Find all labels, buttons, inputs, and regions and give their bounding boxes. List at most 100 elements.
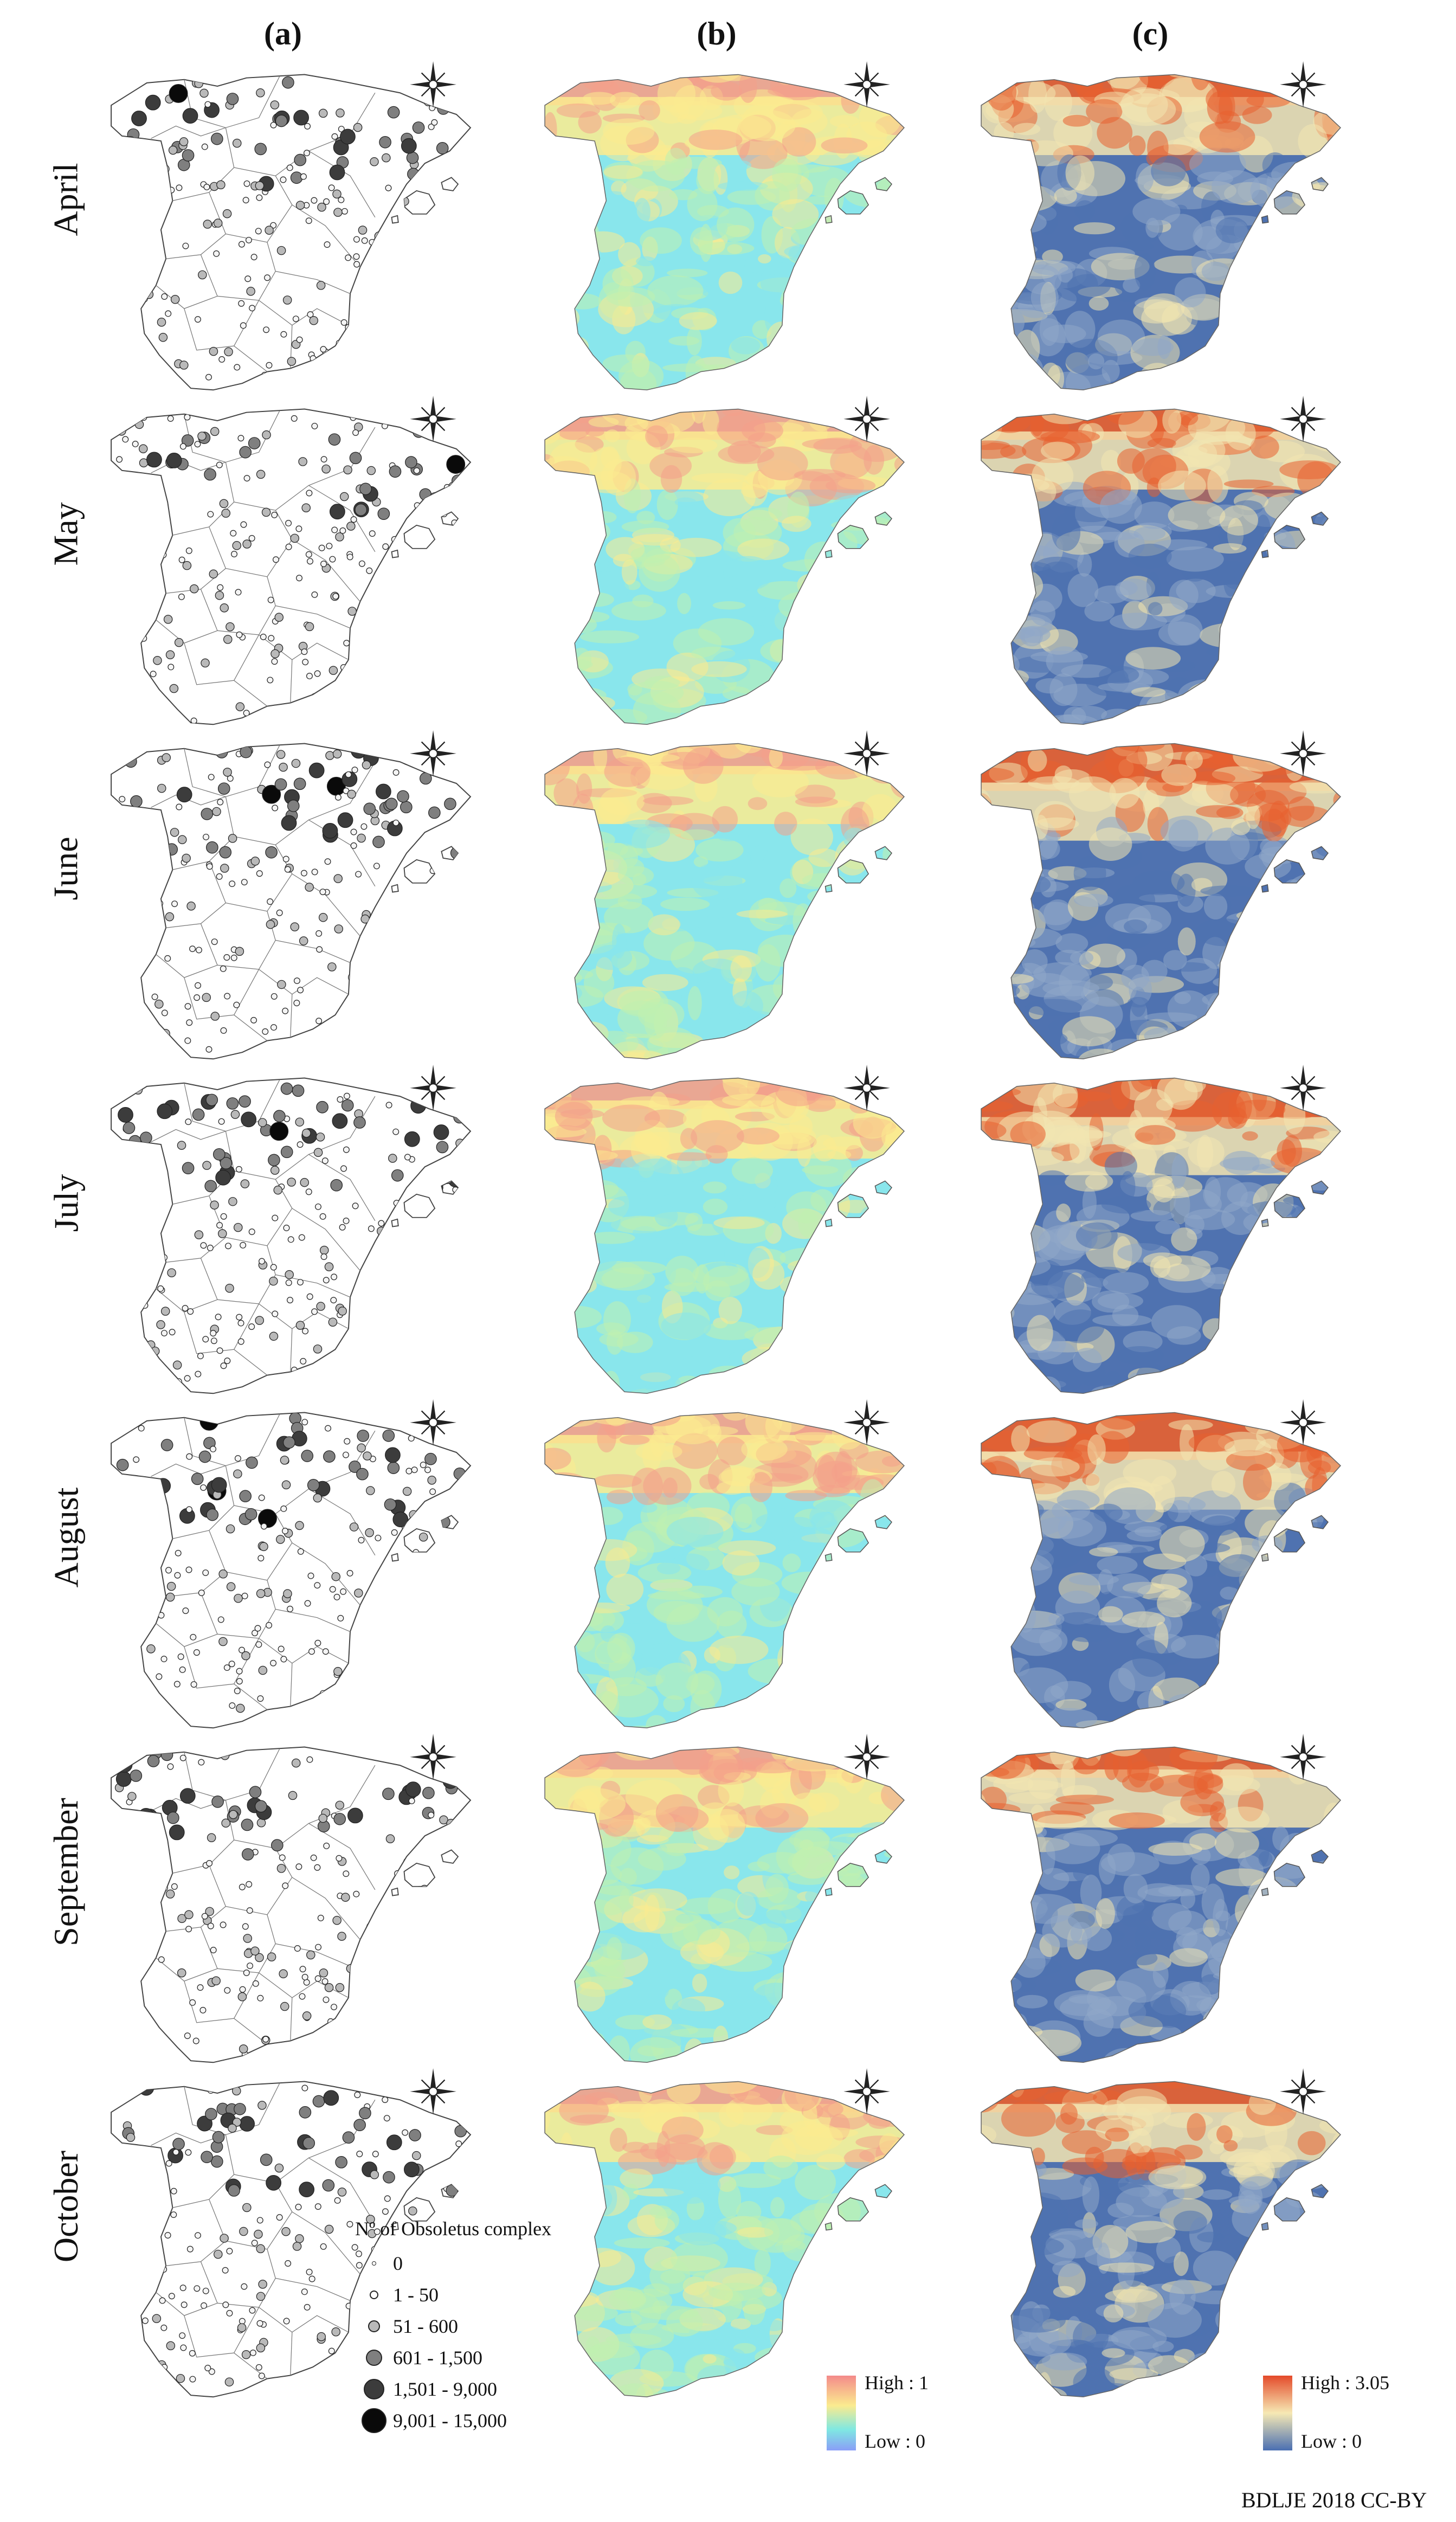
sampling-site-marker [439, 1815, 448, 1825]
sampling-site-marker [115, 2377, 122, 2384]
sampling-site-marker [435, 1697, 442, 1704]
sampling-site-marker [190, 1681, 197, 1688]
sampling-site-marker [123, 1857, 130, 1864]
sampling-site-marker [186, 902, 196, 911]
sampling-site-marker [313, 1344, 323, 1354]
sampling-site-marker [256, 2244, 266, 2254]
sampling-site-marker [146, 452, 162, 468]
sampling-site-marker [146, 1864, 153, 1871]
sampling-site-marker [282, 76, 294, 89]
sampling-site-marker [368, 1225, 375, 1232]
sampling-site-marker [343, 1870, 350, 1877]
sampling-site-marker [338, 196, 345, 203]
sampling-site-marker [329, 556, 336, 563]
sampling-site-marker [133, 1456, 140, 1463]
sampling-site-marker [299, 936, 308, 945]
sampling-site-marker [120, 881, 127, 887]
sampling-site-marker [274, 778, 287, 791]
sampling-site-marker [418, 610, 425, 617]
sampling-site-marker [372, 835, 385, 848]
sampling-site-marker [140, 1273, 147, 1281]
legend-obsoletus-count: Nº of Obsoletus complex 0 1 - 50 51 - 60… [355, 2217, 551, 2436]
sampling-site-marker [126, 2196, 136, 2206]
sampling-site-marker [167, 1811, 179, 1824]
sampling-site-marker [204, 101, 211, 108]
sampling-site-marker [295, 525, 302, 532]
sampling-site-marker [405, 1468, 413, 1475]
sampling-site-marker [142, 1017, 152, 1027]
sampling-site-marker [317, 2380, 324, 2387]
sampling-site-marker [395, 227, 404, 236]
sampling-site-marker [125, 1858, 132, 1865]
sampling-site-marker [448, 481, 458, 491]
sampling-site-marker [337, 1096, 344, 1103]
sampling-site-marker [452, 1825, 459, 1832]
sampling-site-marker [197, 1984, 204, 1991]
sampling-site-marker [118, 246, 125, 253]
sampling-site-marker [244, 275, 252, 282]
sampling-site-marker [146, 1166, 162, 1182]
sampling-site-marker [358, 985, 368, 995]
sampling-site-marker [226, 2248, 233, 2255]
sampling-site-marker [353, 2119, 366, 2132]
sampling-site-marker [321, 1157, 328, 1165]
sampling-site-marker [229, 1702, 236, 1709]
sampling-site-marker [352, 1202, 359, 1209]
sampling-site-marker [406, 151, 419, 164]
sampling-site-marker [246, 1907, 253, 1914]
sampling-site-marker [317, 2332, 326, 2341]
sampling-site-marker [184, 2032, 191, 2040]
sampling-site-marker [450, 847, 463, 859]
sampling-site-marker [236, 1678, 243, 1685]
sampling-site-marker [159, 2204, 166, 2211]
sampling-site-marker [381, 673, 388, 680]
sampling-site-marker [366, 1922, 373, 1929]
sampling-site-marker [128, 873, 135, 880]
sampling-site-marker [217, 799, 224, 806]
sampling-site-marker [414, 1018, 423, 1027]
sampling-site-marker [323, 1996, 330, 2003]
probability-map-october [544, 2068, 905, 2398]
sampling-site-marker [133, 654, 143, 664]
sampling-site-marker [137, 1344, 144, 1352]
sampling-site-marker [168, 186, 175, 194]
sampling-site-marker [337, 2188, 347, 2197]
sampling-site-marker [458, 324, 467, 333]
sampling-site-marker [311, 868, 318, 876]
sampling-site-marker [393, 1238, 402, 1247]
sampling-site-marker [179, 2332, 186, 2339]
sampling-site-marker [143, 2196, 150, 2203]
sampling-site-marker [346, 1569, 353, 1577]
sampling-site-marker [455, 1918, 465, 1928]
sampling-site-marker [371, 1983, 378, 1990]
sampling-site-marker [185, 1926, 192, 1933]
sampling-site-marker [388, 1154, 397, 1163]
sampling-site-marker [139, 1892, 149, 1901]
sampling-site-marker [351, 1963, 358, 1970]
sampling-site-marker [328, 1317, 338, 1327]
sampling-site-marker [266, 362, 273, 369]
sampling-site-marker [182, 242, 189, 249]
sampling-site-marker [204, 468, 216, 481]
sampling-site-marker [161, 1330, 167, 1337]
sampling-site-marker [140, 620, 147, 627]
sampling-site-marker [179, 2285, 186, 2292]
sampling-site-marker [415, 1387, 422, 1394]
sampling-site-marker [410, 1098, 426, 1114]
sampling-site-marker [221, 509, 230, 518]
sampling-site-marker [412, 2151, 421, 2160]
sampling-site-marker [115, 968, 123, 975]
sampling-site-marker [240, 1241, 247, 1249]
sampling-site-marker [318, 1813, 328, 1823]
sampling-site-marker [248, 1228, 255, 1236]
sampling-site-marker [448, 77, 461, 89]
sampling-site-marker [353, 261, 360, 268]
sampling-site-marker [222, 2267, 229, 2274]
sampling-site-marker [244, 1508, 257, 1521]
abundance-map-august [981, 1399, 1342, 1729]
sampling-site-marker [217, 782, 230, 795]
sampling-site-marker [340, 319, 347, 326]
sampling-site-marker [256, 88, 265, 98]
sampling-site-marker [363, 1451, 372, 1461]
sampling-site-marker [169, 83, 188, 103]
